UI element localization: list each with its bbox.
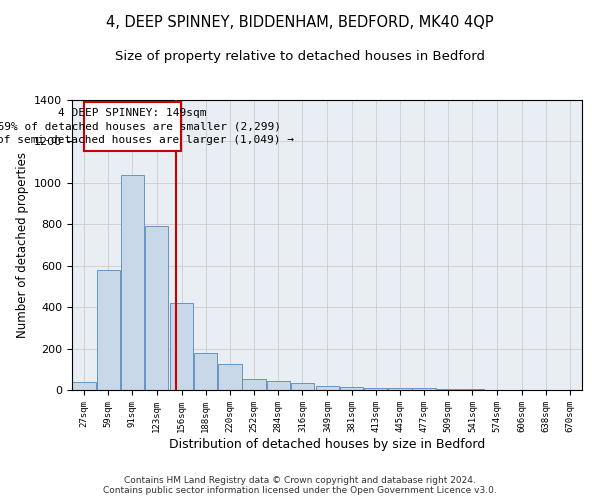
Bar [170, 303, 193, 390]
Y-axis label: Number of detached properties: Number of detached properties [16, 152, 29, 338]
Text: 4 DEEP SPINNEY: 149sqm: 4 DEEP SPINNEY: 149sqm [58, 108, 206, 118]
Bar [194, 352, 217, 390]
Text: Size of property relative to detached houses in Bedford: Size of property relative to detached ho… [115, 50, 485, 63]
FancyBboxPatch shape [84, 102, 181, 151]
Bar [73, 382, 96, 390]
Bar [97, 270, 120, 390]
Bar [121, 174, 144, 390]
Bar [340, 387, 363, 390]
Text: 4, DEEP SPINNEY, BIDDENHAM, BEDFORD, MK40 4QP: 4, DEEP SPINNEY, BIDDENHAM, BEDFORD, MK4… [106, 15, 494, 30]
Text: 31% of semi-detached houses are larger (1,049) →: 31% of semi-detached houses are larger (… [0, 135, 295, 145]
Bar [291, 383, 314, 390]
Bar [242, 378, 266, 390]
Bar [316, 386, 339, 390]
Bar [437, 389, 460, 390]
Bar [266, 380, 290, 390]
X-axis label: Distribution of detached houses by size in Bedford: Distribution of detached houses by size … [169, 438, 485, 450]
Bar [412, 388, 436, 390]
Bar [218, 364, 242, 390]
Bar [145, 226, 169, 390]
Text: Contains HM Land Registry data © Crown copyright and database right 2024.
Contai: Contains HM Land Registry data © Crown c… [103, 476, 497, 495]
Text: ← 69% of detached houses are smaller (2,299): ← 69% of detached houses are smaller (2,… [0, 122, 281, 132]
Bar [388, 388, 412, 390]
Bar [364, 388, 388, 390]
